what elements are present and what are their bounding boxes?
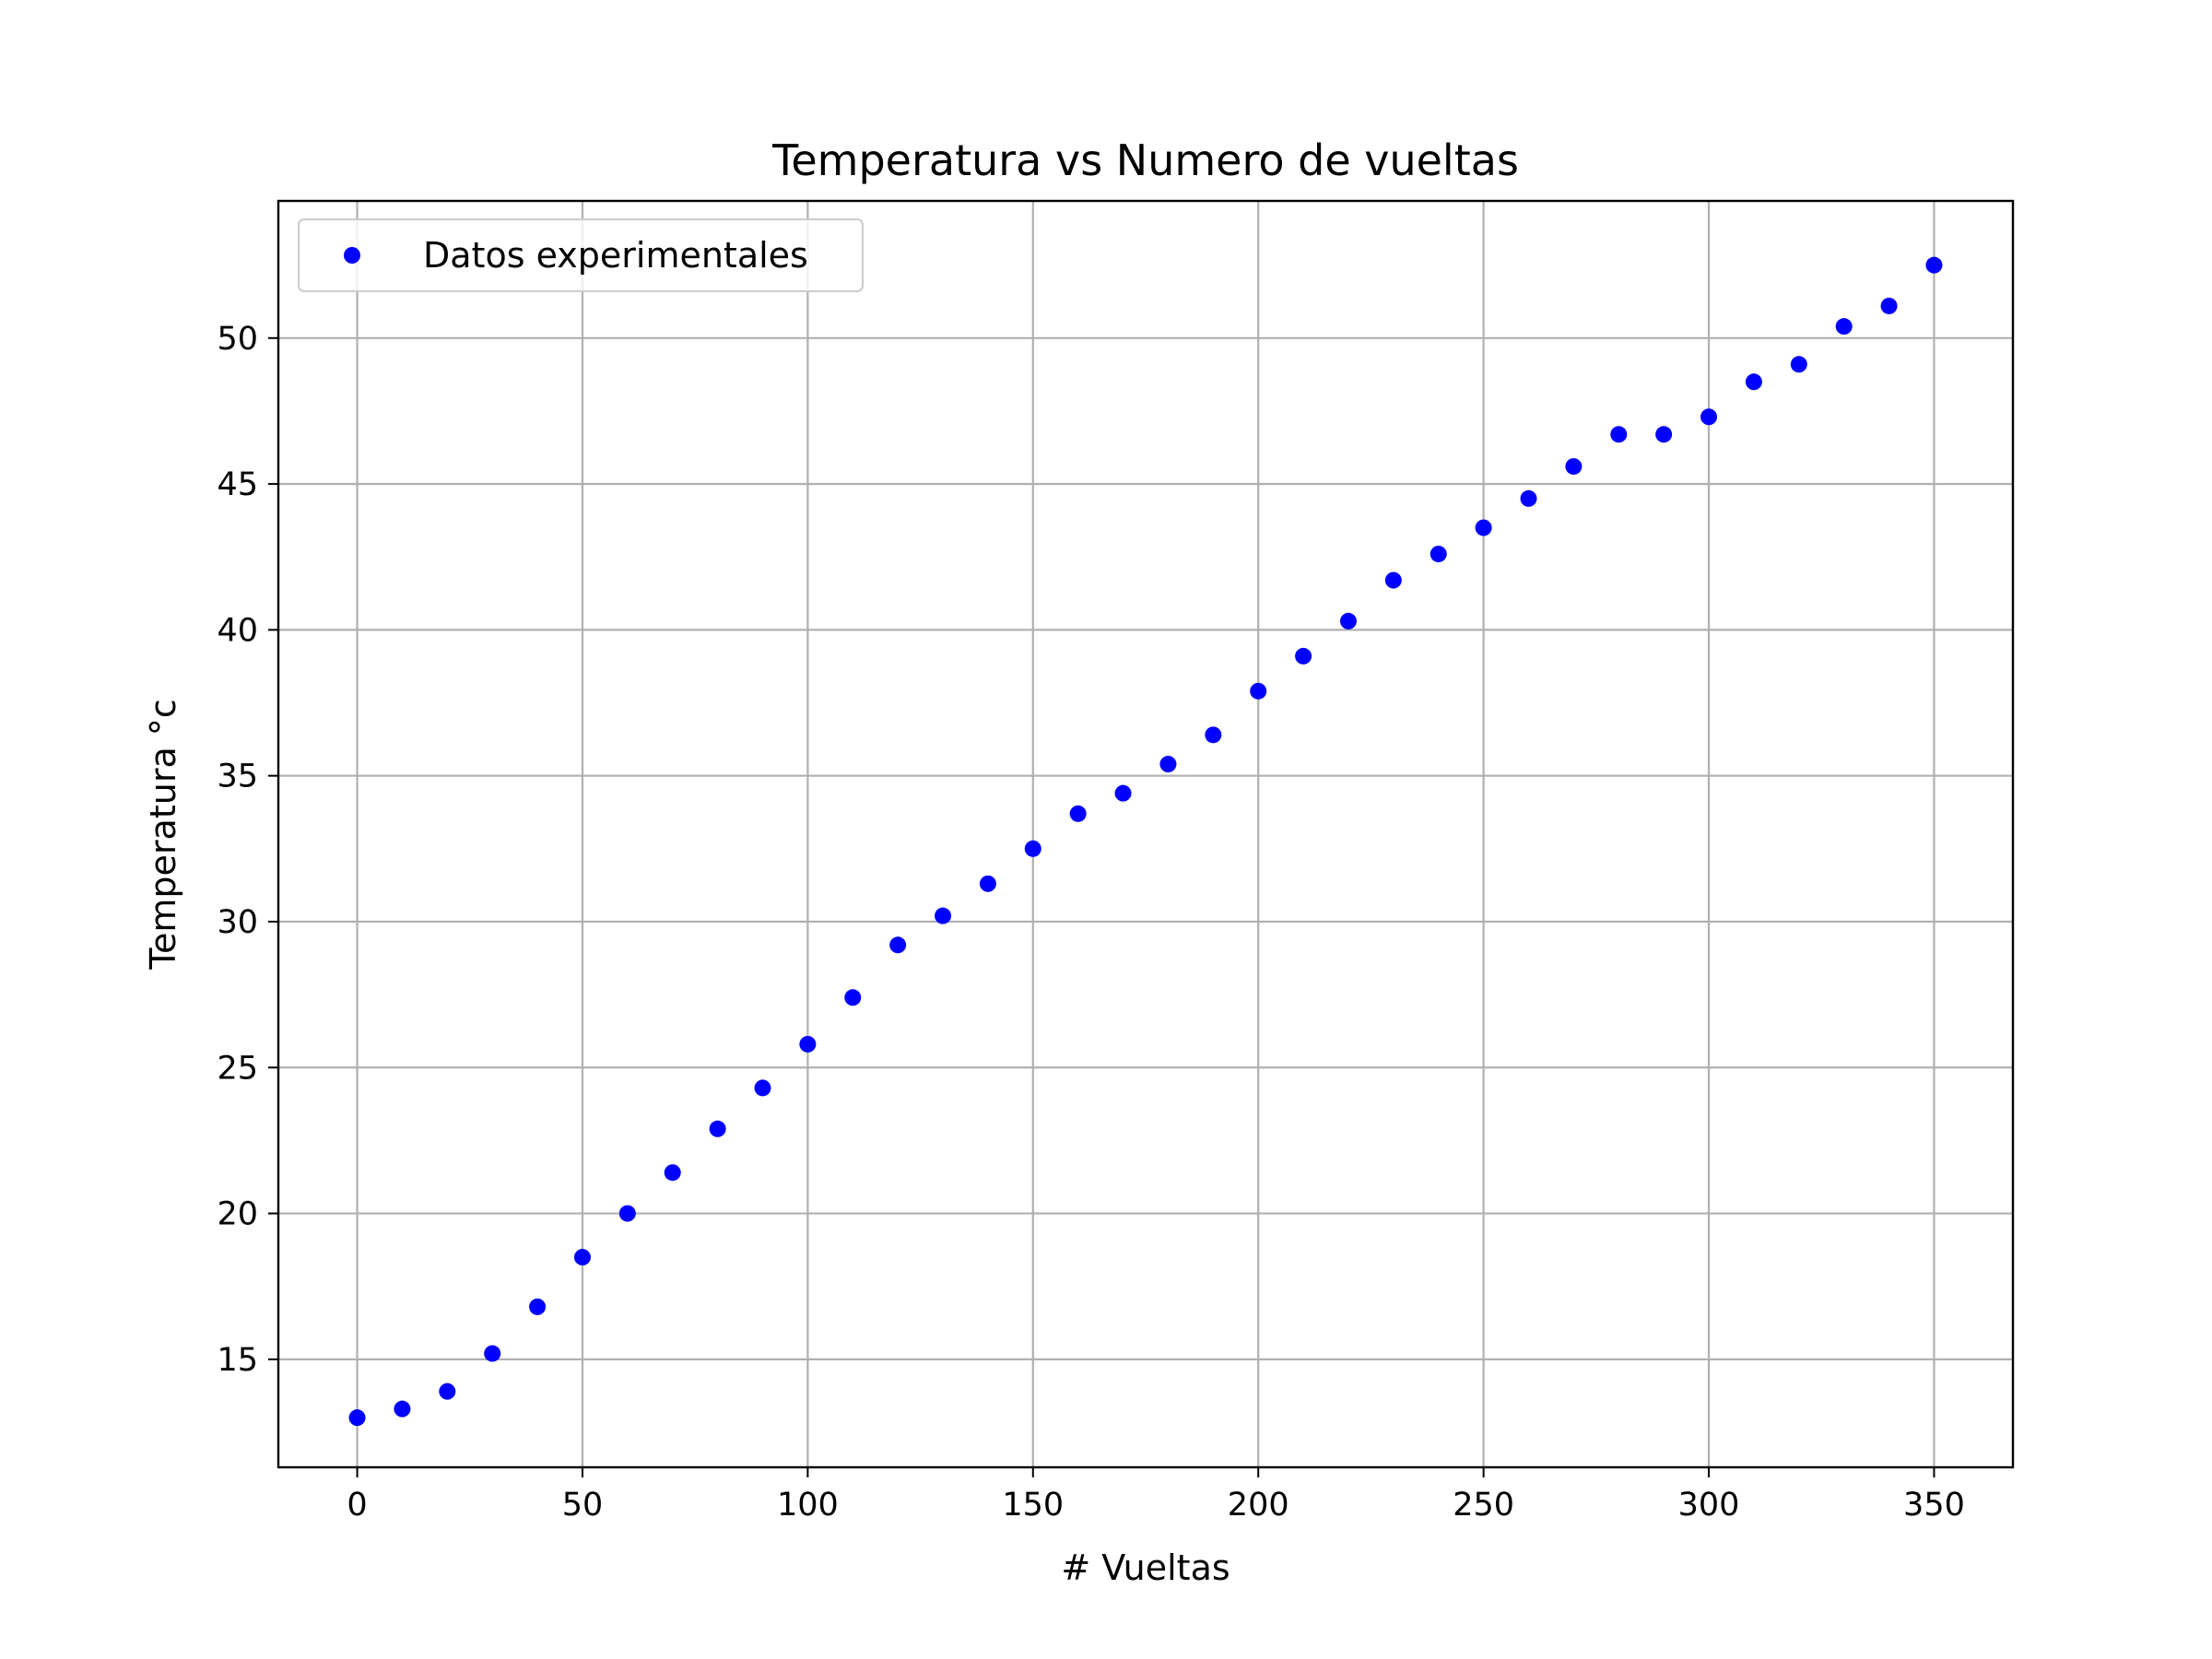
x-axis-label: # Vueltas: [1061, 1547, 1230, 1588]
y-axis-label: Temperatura °c: [143, 699, 183, 970]
data-point: [1610, 426, 1628, 443]
y-tick-label: 40: [217, 612, 258, 649]
x-tick-label: 150: [1002, 1487, 1064, 1524]
data-point: [844, 989, 862, 1006]
x-tick-label: 300: [1678, 1487, 1740, 1524]
axis-ticks: 0 50 100 150 200 250 300 350 15 20 25 30 35 40 45 50: [217, 321, 1964, 1524]
chart-title: Temperatura vs Numero de vueltas: [771, 135, 1519, 185]
data-point: [1790, 356, 1807, 373]
data-point: [1024, 840, 1041, 857]
y-tick-label: 50: [217, 321, 258, 358]
data-point: [348, 1409, 366, 1427]
data-point: [484, 1345, 501, 1362]
data-point: [1835, 318, 1853, 335]
y-tick-label: 25: [217, 1050, 258, 1087]
data-point: [1114, 784, 1132, 802]
y-tick-label: 15: [217, 1342, 258, 1379]
data-point: [1205, 726, 1222, 744]
data-point: [1159, 756, 1177, 773]
y-tick-label: 30: [217, 904, 258, 941]
grid-lines: [278, 201, 2013, 1467]
x-tick-label: 0: [347, 1487, 367, 1524]
data-point: [1700, 408, 1718, 426]
y-tick-label: 20: [217, 1196, 258, 1233]
y-tick-label: 45: [217, 466, 258, 503]
data-point: [1520, 489, 1537, 507]
legend-label: Datos experimentales: [423, 235, 808, 276]
data-point: [439, 1382, 456, 1400]
legend-marker: [344, 247, 360, 264]
data-point: [1339, 612, 1357, 629]
data-point: [935, 907, 952, 924]
data-point: [1565, 458, 1583, 476]
y-tick-label: 35: [217, 759, 258, 795]
data-point: [709, 1120, 726, 1137]
data-point: [1430, 546, 1447, 563]
legend-box: [298, 218, 864, 292]
x-tick-label: 250: [1453, 1487, 1514, 1524]
data-point: [664, 1164, 681, 1182]
data-point: [889, 936, 907, 954]
data-point: [1925, 256, 1943, 274]
x-tick-label: 200: [1228, 1487, 1289, 1524]
data-point: [1745, 373, 1762, 391]
data-point: [1475, 519, 1492, 536]
data-point: [529, 1298, 547, 1315]
data-point: [618, 1205, 636, 1222]
data-point: [394, 1400, 411, 1418]
x-tick-label: 350: [1903, 1487, 1965, 1524]
data-point: [1295, 647, 1312, 665]
data-point: [754, 1079, 771, 1097]
data-point: [1384, 571, 1402, 589]
x-tick-label: 100: [777, 1487, 839, 1524]
x-tick-label: 50: [562, 1487, 604, 1524]
data-point: [1250, 682, 1267, 700]
data-points: [348, 256, 1943, 1427]
legend: Datos experimentales: [298, 218, 864, 292]
data-point: [573, 1249, 591, 1266]
data-point: [1655, 426, 1673, 443]
data-point: [799, 1035, 817, 1053]
data-point: [1880, 297, 1898, 314]
plot-frame: [276, 199, 2015, 1469]
data-point: [1069, 805, 1087, 822]
data-point: [979, 875, 996, 892]
